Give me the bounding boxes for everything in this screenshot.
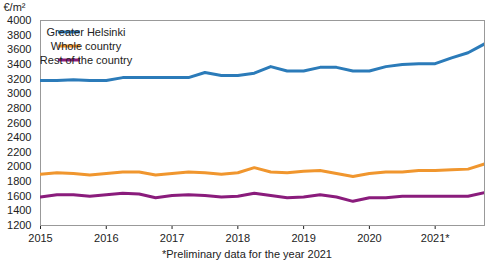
svg-text:3400: 3400 xyxy=(7,58,31,70)
html-text:*Preliminary data for the year: *Preliminary data for the year 2021 xyxy=(162,248,332,260)
svg-text:3000: 3000 xyxy=(7,87,31,99)
svg-text:3200: 3200 xyxy=(7,73,31,85)
svg-text:3600: 3600 xyxy=(7,43,31,55)
svg-text:2800: 2800 xyxy=(7,102,31,114)
svg-text:2019: 2019 xyxy=(291,232,315,244)
svg-text:1200: 1200 xyxy=(7,219,31,231)
svg-text:2018: 2018 xyxy=(226,232,250,244)
svg-text:Whole country: Whole country xyxy=(51,40,122,52)
svg-text:Greater Helsinki: Greater Helsinki xyxy=(47,26,126,38)
svg-text:3800: 3800 xyxy=(7,29,31,41)
svg-text:Rest of the country: Rest of the country xyxy=(40,54,133,66)
svg-text:€/m²: €/m² xyxy=(4,1,26,13)
svg-text:2015: 2015 xyxy=(28,232,52,244)
svg-text:2200: 2200 xyxy=(7,146,31,158)
svg-text:2020: 2020 xyxy=(357,232,381,244)
svg-text:2000: 2000 xyxy=(7,160,31,172)
svg-text:2600: 2600 xyxy=(7,117,31,129)
svg-text:2017: 2017 xyxy=(160,232,184,244)
svg-text:1400: 1400 xyxy=(7,204,31,216)
svg-text:4000: 4000 xyxy=(7,14,31,26)
svg-text:2400: 2400 xyxy=(7,131,31,143)
svg-text:2016: 2016 xyxy=(94,232,118,244)
svg-text:1800: 1800 xyxy=(7,175,31,187)
svg-text:1600: 1600 xyxy=(7,190,31,202)
svg-text:2021*: 2021* xyxy=(421,232,450,244)
